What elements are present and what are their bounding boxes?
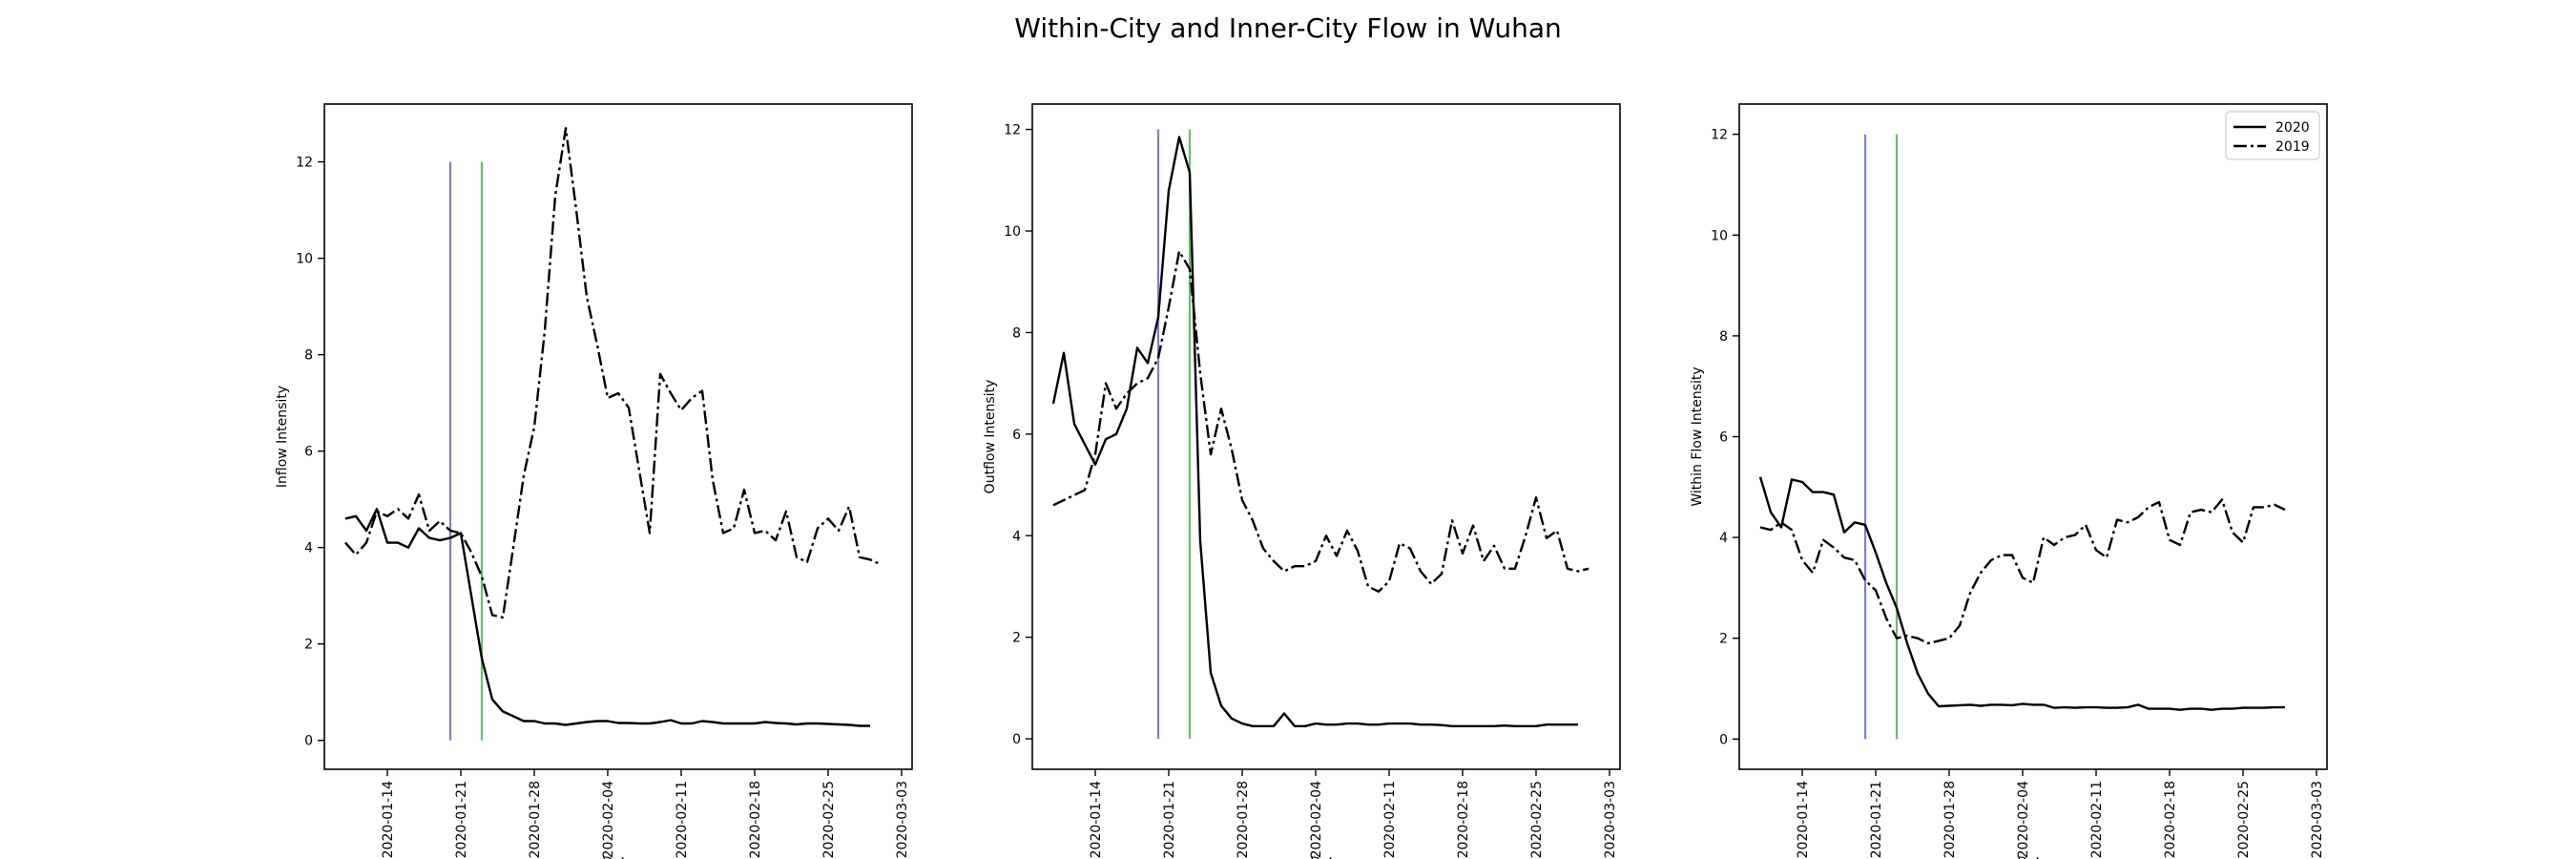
y-tick-label: 6 [1719,430,1728,446]
y-tick-label: 0 [1719,732,1728,747]
y-tick-label: 8 [1719,329,1728,345]
y-tick-label: 12 [296,156,313,171]
series-line-2019 [1759,498,2286,645]
panel-1: 0 2 4 6 8 10 12 2020-01-14 2020-01-21 2020-01-28 2… [275,103,913,859]
x-tick-label: 2020-01-28 [1236,781,1251,858]
y-tick-label: 4 [1719,531,1728,546]
x-tick-label: 2020-02-11 [2089,781,2105,858]
y-axis-label: Inflow Intensity [275,386,290,488]
x-tick-label: 2020-02-18 [2163,781,2178,858]
x-tick-label: 2020-02-04 [2016,781,2031,858]
y-tick-label: 6 [1012,428,1021,443]
series-line-2020 [1758,476,2285,711]
x-tick-label: 2020-02-25 [2236,781,2252,858]
x-tick-label: 2020-01-14 [1796,781,1811,858]
y-tick-label: 10 [296,252,313,267]
x-tick-label: 2020-01-21 [1162,781,1177,858]
legend-label-2019: 2019 [2275,139,2310,155]
x-tick-label: 2020-02-18 [748,781,763,858]
chart-panels: 0 2 4 6 8 10 12 2020-01-14 2020-01-21 2020-01-28 2… [275,103,2328,859]
series-line-2020 [344,508,870,727]
x-axis-label: Date [1310,855,1341,859]
figure-title: Within-City and Inner-City Flow in Wuhan [1014,12,1561,44]
x-tick-label: 2020-01-14 [1089,781,1104,858]
panel-3: 0 2 4 6 8 10 12 2020-01-14 2020-01-21 2020-01-28 2… [1690,103,2328,859]
y-tick-label: 4 [1012,529,1021,544]
x-tick-label: 2020-03-03 [2310,781,2325,858]
y-tick-label: 6 [304,445,313,460]
x-tick-label: 2020-01-14 [381,781,396,858]
y-tick-label: 0 [1012,732,1021,747]
y-tick-label: 2 [304,638,313,653]
x-axis-label: Date [602,855,634,859]
y-tick-label: 2 [1719,632,1728,647]
x-tick-label: 2020-02-25 [1529,781,1545,858]
y-tick-label: 2 [1012,631,1021,646]
x-axis-label: Date [2017,855,2048,859]
axes-frame [323,103,913,770]
y-tick-label: 12 [1711,128,1728,143]
x-tick-label: 2020-01-21 [1869,781,1884,858]
y-tick-label: 12 [1004,123,1021,138]
y-tick-label: 8 [304,348,313,364]
x-tick-label: 2020-02-18 [1456,781,1471,858]
series-line-2019 [344,127,882,619]
legend-label-2020: 2020 [2275,120,2310,136]
y-axis-label: Outflow Intensity [983,380,998,494]
series-line-2020 [1051,136,1578,727]
x-tick-label: 2020-02-04 [601,781,616,858]
x-tick-label: 2020-03-03 [1603,781,1618,858]
x-tick-label: 2020-02-11 [1382,781,1398,858]
y-tick-label: 4 [304,541,313,556]
y-axis-label: Within Flow Intensity [1690,367,1705,506]
axes-frame [1031,103,1621,770]
x-tick-label: 2020-03-03 [895,781,910,858]
legend: 2020 2019 [2225,111,2320,160]
y-tick-label: 10 [1004,224,1021,240]
axes-frame [1738,103,2328,770]
y-tick-label: 8 [1012,325,1021,341]
x-tick-label: 2020-02-11 [675,781,690,858]
y-tick-label: 0 [304,734,313,749]
y-tick-label: 10 [1711,228,1728,243]
series-line-2019 [1052,250,1589,593]
x-tick-label: 2020-01-28 [1942,781,1958,858]
x-tick-label: 2020-01-28 [528,781,543,858]
x-tick-label: 2020-01-21 [454,781,469,858]
panel-2: 0 2 4 6 8 10 12 2020-01-14 2020-01-21 2020-01-28 2… [983,103,1621,859]
x-tick-label: 2020-02-04 [1309,781,1324,858]
legend-box [2225,111,2320,160]
x-tick-label: 2020-02-25 [821,781,837,858]
